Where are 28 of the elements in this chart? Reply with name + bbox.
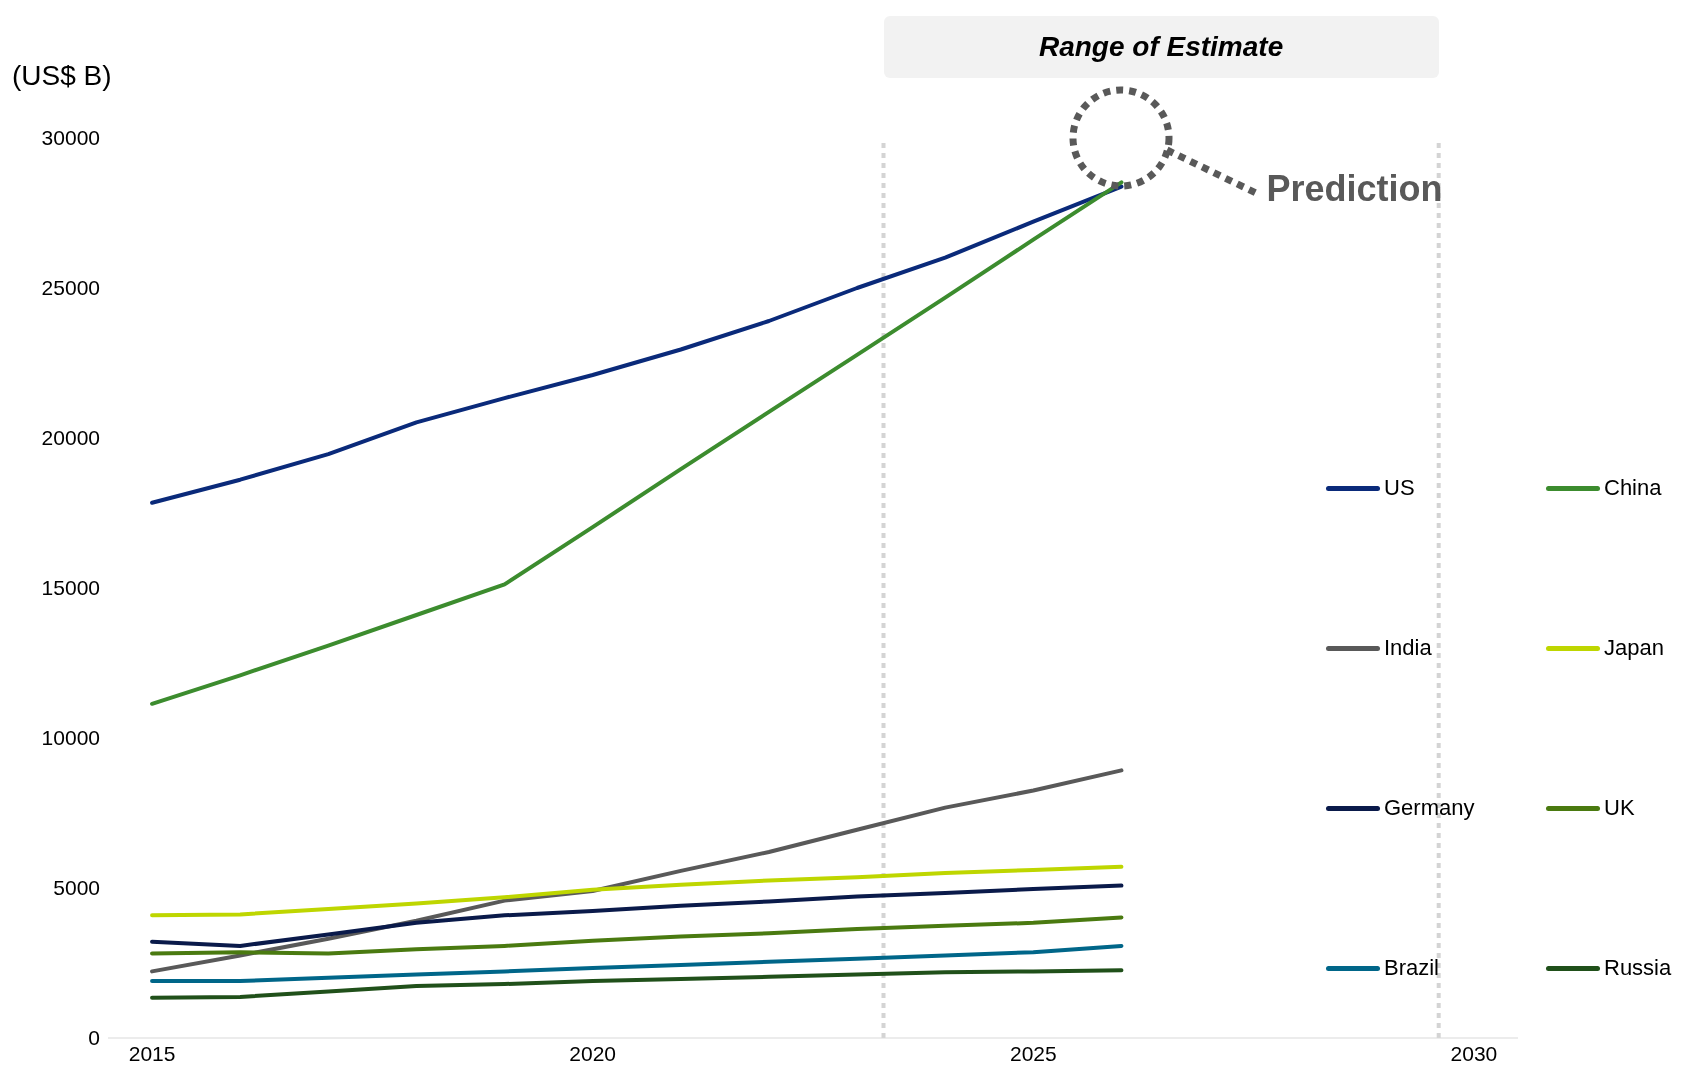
legend-label: India <box>1384 635 1432 661</box>
line-series <box>150 883 1124 948</box>
legend-label: Germany <box>1384 795 1475 821</box>
y-tick-label: 15000 <box>41 576 100 600</box>
y-tick-label: 10000 <box>41 726 100 750</box>
legend-label: Brazil <box>1384 955 1440 981</box>
annotation: Prediction <box>1266 168 1443 210</box>
y-tick-label: 0 <box>88 1026 100 1050</box>
y-tick-label: 30000 <box>41 126 100 150</box>
line-series <box>150 864 1124 918</box>
x-tick-label: 2025 <box>1009 1041 1057 1065</box>
line-series <box>150 915 1124 956</box>
line-series <box>150 943 1124 983</box>
legend-label: US <box>1384 475 1415 501</box>
line-series <box>150 968 1124 1000</box>
legend-label: UK <box>1604 795 1635 821</box>
line-series <box>150 180 1124 706</box>
y-tick-label: 5000 <box>53 876 100 900</box>
legend-label: China <box>1604 475 1662 501</box>
y-tick-label: 25000 <box>41 276 100 300</box>
legend-label: Japan <box>1604 635 1664 661</box>
y-axis-title: (US$ B) <box>12 60 112 92</box>
x-tick-label: 2015 <box>128 1041 176 1065</box>
y-tick-label: 20000 <box>41 426 100 450</box>
line-series <box>150 184 1124 505</box>
legend-label: Russia <box>1604 955 1672 981</box>
x-tick-label: 2030 <box>1450 1041 1498 1065</box>
x-tick-label: 2020 <box>569 1041 617 1065</box>
